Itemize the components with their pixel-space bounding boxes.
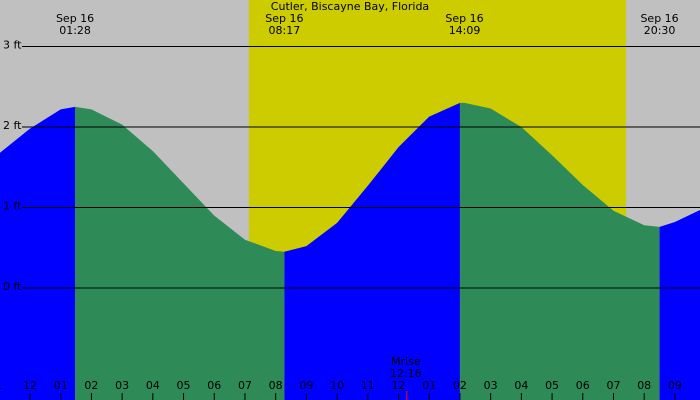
x-tick-label: 08 (637, 379, 651, 392)
x-tick-label: 01 (422, 379, 436, 392)
x-tick-label: 12 (392, 379, 406, 392)
event-date: Sep 16 (445, 12, 483, 25)
x-tick-label: 05 (177, 379, 191, 392)
rising-tide-area (284, 102, 460, 400)
event-date: Sep 16 (265, 12, 303, 25)
x-tick-label: 03 (484, 379, 498, 392)
x-tick-label: 04 (514, 379, 528, 392)
event-time: 20:30 (644, 24, 676, 37)
falling-tide-area (459, 102, 660, 400)
rising-tide-area (659, 209, 700, 400)
y-tick-label: 2 ft (3, 119, 22, 132)
x-tick-label: 07 (238, 379, 252, 392)
x-tick-label: 02 (453, 379, 467, 392)
x-tick-label: 09 (299, 379, 313, 392)
x-tick-label: 11 (361, 379, 375, 392)
x-tick-label: 07 (606, 379, 620, 392)
chart-title: Cutler, Biscayne Bay, Florida (271, 0, 429, 13)
y-tick-label: 1 ft (3, 200, 22, 213)
falling-tide-area (75, 106, 285, 400)
x-tick-label: 12 (23, 379, 37, 392)
x-tick-label: 1 (0, 379, 3, 392)
rising-tide-area (0, 106, 76, 400)
x-tick-label: 06 (576, 379, 590, 392)
x-tick-label: 01 (54, 379, 68, 392)
x-tick-label: 03 (115, 379, 129, 392)
y-tick-label: 0 ft (3, 280, 22, 293)
x-tick-label: 04 (146, 379, 160, 392)
event-time: 14:09 (449, 24, 481, 37)
y-tick-label: 3 ft (3, 39, 22, 52)
event-date: Sep 16 (640, 12, 678, 25)
x-tick-label: 06 (207, 379, 221, 392)
x-tick-label: 08 (269, 379, 283, 392)
moonrise-time: 12:16 (390, 367, 422, 380)
event-date: Sep 16 (56, 12, 94, 25)
x-tick-label: 02 (84, 379, 98, 392)
event-time: 01:28 (59, 24, 91, 37)
event-time: 08:17 (269, 24, 301, 37)
x-tick-label: 10 (330, 379, 344, 392)
x-tick-label: 05 (545, 379, 559, 392)
x-tick-label: 09 (668, 379, 682, 392)
moonrise-label: Mrise (391, 355, 421, 368)
